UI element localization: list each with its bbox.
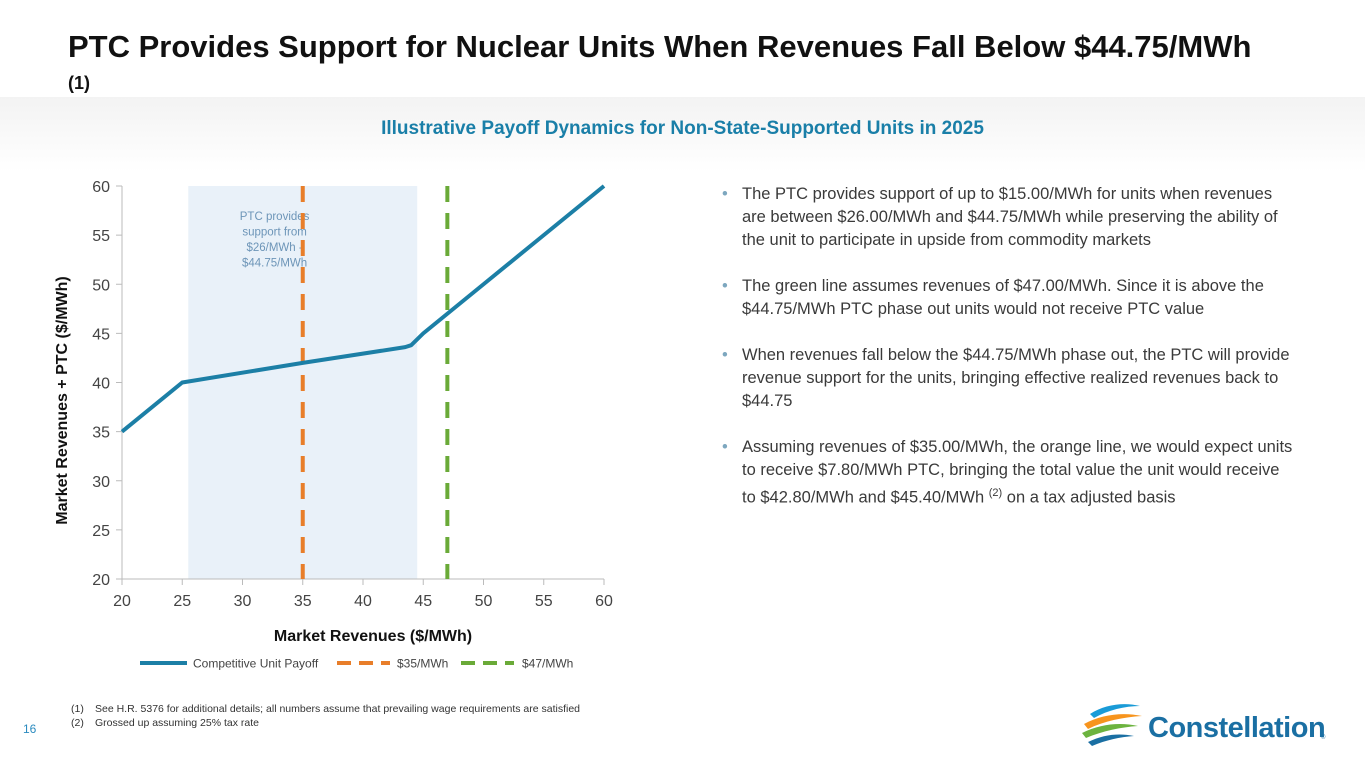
header-band (0, 97, 1365, 172)
x-tick-label: 35 (294, 593, 312, 610)
bullet-item-2: The green line assumes revenues of $47.0… (722, 275, 1297, 321)
y-tick-label: 60 (92, 179, 110, 196)
legend-label-3: $47/MWh (522, 657, 573, 671)
chart-subtitle: Illustrative Payoff Dynamics for Non-Sta… (381, 118, 984, 139)
legend-label-2: $35/MWh (397, 657, 448, 671)
footnote-1-number: (1) (71, 703, 84, 715)
footnote-2: (2) Grossed up assuming 25% tax rate (71, 716, 580, 730)
x-tick-label: 60 (595, 593, 613, 610)
y-tick-label: 40 (92, 376, 110, 393)
bullet-item-4-footnote-ref: (2) (988, 487, 1003, 499)
bullet-item-3: When revenues fall below the $44.75/MWh … (722, 344, 1297, 413)
y-tick-label: 30 (92, 474, 110, 491)
footnote-1-text: See H.R. 5376 for additional details; al… (95, 703, 581, 715)
x-axis-title: Market Revenues ($/MWh) (274, 628, 472, 645)
y-tick-label: 20 (92, 572, 110, 589)
x-tick-label: 25 (173, 593, 191, 610)
page-title: PTC Provides Support for Nuclear Units W… (68, 28, 1268, 104)
region-label-line: PTC provides (240, 211, 310, 223)
constellation-logo-mark (1082, 704, 1142, 746)
series-line-payoff (120, 184, 606, 434)
x-tick-label: 45 (414, 593, 432, 610)
legend-label-1: Competitive Unit Payoff (193, 657, 319, 671)
region-label-line: $44.75/MWh (242, 258, 307, 270)
x-tick-label: 55 (535, 593, 553, 610)
x-tick-label: 30 (234, 593, 252, 610)
bullet-item-4-text: Assuming revenues of $35.00/MWh, the ora… (742, 438, 1293, 507)
footnote-2-number: (2) (71, 717, 84, 729)
page-number: 16 (23, 722, 37, 736)
footnote-2-text: Grossed up assuming 25% tax rate (95, 717, 260, 729)
y-tick-label: 35 (92, 425, 110, 442)
y-tick-label: 55 (92, 228, 110, 245)
x-tick-label: 20 (113, 593, 131, 610)
registered-mark: ® (1321, 735, 1326, 741)
bullet-item-4-tail: on a tax adjusted basis (1006, 488, 1176, 507)
y-tick-label: 25 (92, 523, 110, 540)
x-tick-label: 50 (475, 593, 493, 610)
y-tick-label: 50 (92, 277, 110, 294)
bullet-list: The PTC provides support of up to $15.00… (722, 183, 1297, 533)
y-tick-label: 45 (92, 326, 110, 343)
page-title-footnote-ref: (1) (68, 73, 90, 93)
page-title-text: PTC Provides Support for Nuclear Units W… (68, 29, 1252, 64)
bullet-item-1: The PTC provides support of up to $15.00… (722, 183, 1297, 252)
x-tick-label: 40 (354, 593, 372, 610)
y-axis-title: Market Revenues + PTC ($/MWh) (54, 276, 71, 525)
constellation-logo-text: Constellation (1148, 712, 1326, 744)
bullet-item-4: Assuming revenues of $35.00/MWh, the ora… (722, 436, 1297, 510)
footnotes: (1) See H.R. 5376 for additional details;… (71, 702, 580, 730)
region-label-line: support from (242, 227, 307, 239)
footnote-1: (1) See H.R. 5376 for additional details;… (71, 702, 580, 716)
payoff-chart: PTC provides support from $26/MWh - $44.75/… (54, 179, 613, 671)
region-label-line: $26/MWh - (246, 242, 302, 254)
